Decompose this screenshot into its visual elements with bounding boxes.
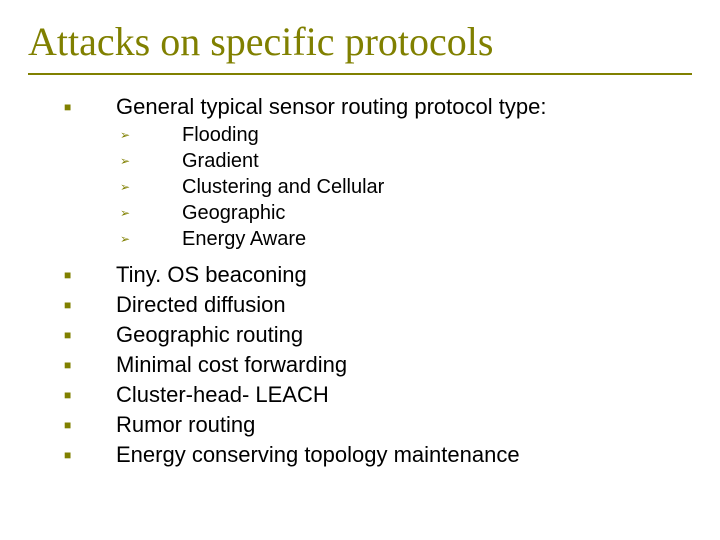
list-item-text: Clustering and Cellular — [182, 175, 384, 199]
chevron-bullet-icon: ➢ — [116, 149, 182, 173]
chevron-bullet-icon: ➢ — [116, 123, 182, 147]
slide-title: Attacks on specific protocols — [28, 18, 692, 65]
list-item: ➢ Clustering and Cellular — [116, 175, 692, 199]
square-bullet-icon: ■ — [58, 351, 116, 379]
list-item-text: Rumor routing — [116, 411, 255, 439]
list-item: ■ Minimal cost forwarding — [58, 351, 692, 379]
square-bullet-icon: ■ — [58, 441, 116, 469]
list-item-text: Minimal cost forwarding — [116, 351, 347, 379]
slide-content: ■ General typical sensor routing protoco… — [28, 93, 692, 469]
list-item: ➢ Geographic — [116, 201, 692, 225]
list-item-text: Energy conserving topology maintenance — [116, 441, 520, 469]
list-item-text: Flooding — [182, 123, 259, 147]
square-bullet-icon: ■ — [58, 381, 116, 409]
slide: Attacks on specific protocols ■ General … — [0, 0, 720, 540]
square-bullet-icon: ■ — [58, 321, 116, 349]
list-item: ■ Energy conserving topology maintenance — [58, 441, 692, 469]
list-item: ➢ Gradient — [116, 149, 692, 173]
list-item: ■ Cluster-head- LEACH — [58, 381, 692, 409]
chevron-bullet-icon: ➢ — [116, 201, 182, 225]
list-item: ■ General typical sensor routing protoco… — [58, 93, 692, 121]
list-item-text: Energy Aware — [182, 227, 306, 251]
chevron-bullet-icon: ➢ — [116, 227, 182, 251]
title-container: Attacks on specific protocols — [28, 18, 692, 75]
list-item-text: General typical sensor routing protocol … — [116, 93, 546, 121]
list-item-text: Cluster-head- LEACH — [116, 381, 329, 409]
list-item: ■ Geographic routing — [58, 321, 692, 349]
list-item: ■ Rumor routing — [58, 411, 692, 439]
square-bullet-icon: ■ — [58, 93, 116, 121]
list-item: ■ Tiny. OS beaconing — [58, 261, 692, 289]
chevron-bullet-icon: ➢ — [116, 175, 182, 199]
list-item-text: Tiny. OS beaconing — [116, 261, 307, 289]
list-item: ■ Directed diffusion — [58, 291, 692, 319]
square-bullet-icon: ■ — [58, 261, 116, 289]
list-item-text: Directed diffusion — [116, 291, 286, 319]
list-item-text: Geographic routing — [116, 321, 303, 349]
square-bullet-icon: ■ — [58, 291, 116, 319]
square-bullet-icon: ■ — [58, 411, 116, 439]
list-item: ➢ Energy Aware — [116, 227, 692, 251]
list-item-text: Geographic — [182, 201, 285, 225]
sub-list: ➢ Flooding ➢ Gradient ➢ Clustering and C… — [58, 123, 692, 251]
list-item-text: Gradient — [182, 149, 259, 173]
list-item: ➢ Flooding — [116, 123, 692, 147]
